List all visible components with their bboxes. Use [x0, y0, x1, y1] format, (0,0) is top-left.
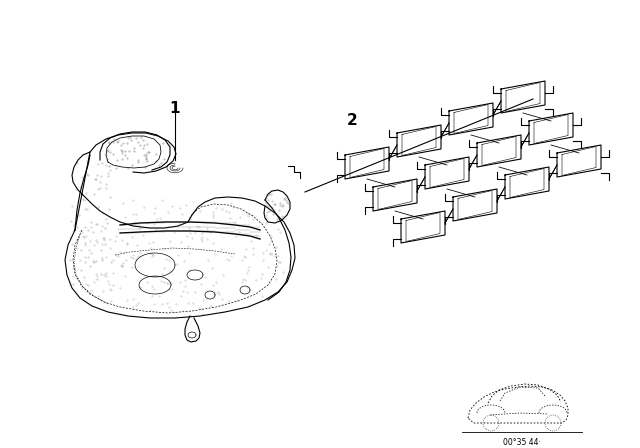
- Text: 00°35 44·: 00°35 44·: [503, 438, 541, 447]
- Text: 2: 2: [347, 112, 357, 128]
- Text: 1: 1: [170, 100, 180, 116]
